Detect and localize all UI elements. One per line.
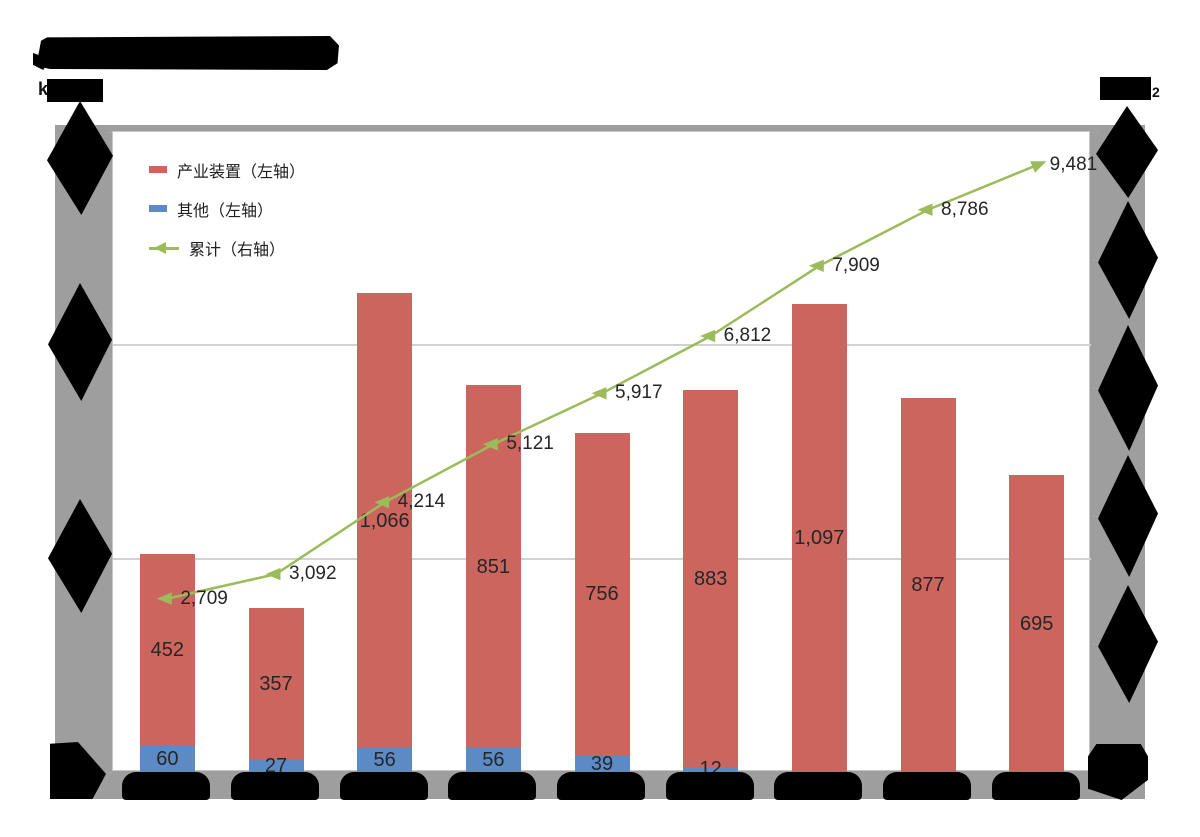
line-marker-icon	[808, 259, 824, 272]
legend-item-industrial: 产业装置（左轴）	[149, 150, 305, 189]
bar-value-label-other: 56	[482, 749, 505, 772]
x-axis-label-redaction	[339, 772, 428, 800]
legend-label-other: 其他（左轴）	[177, 202, 274, 220]
line-marker-icon	[700, 329, 716, 343]
legend-item-other: 其他（左轴）	[149, 189, 305, 228]
line-value-label: 4,214	[397, 491, 446, 513]
bar-value-label-industrial: 756	[585, 583, 619, 606]
bar-segment-industrial	[1009, 475, 1065, 772]
bar-value-label-other: 60	[156, 748, 179, 771]
x-axis-label-redaction	[122, 772, 211, 800]
bar-segment-industrial	[357, 293, 413, 749]
axis-tick	[106, 345, 112, 347]
bar-value-label-other: 27	[264, 755, 288, 778]
x-axis-label-redaction	[448, 772, 537, 800]
axis-tick	[1092, 260, 1098, 261]
cumulative-line	[156, 161, 1047, 605]
bar-value-label-industrial: 695	[1019, 612, 1054, 635]
line-marker-icon	[156, 592, 172, 605]
chart-title-redaction	[38, 36, 339, 70]
line-value-label: 2,709	[180, 587, 228, 609]
bar-segment-other	[248, 760, 304, 772]
x-axis-label-redaction	[557, 772, 645, 800]
x-axis-label-redaction	[665, 772, 754, 800]
bar-value-label-industrial: 357	[259, 673, 293, 696]
x-axis-label-redaction	[883, 772, 971, 800]
legend-label-industrial: 产业装置（左轴）	[177, 163, 306, 181]
line-value-label: 5,121	[506, 433, 554, 455]
legend-triangle-icon	[154, 241, 166, 254]
line-value-label: 5,917	[615, 382, 663, 404]
line-marker-icon	[1030, 161, 1047, 173]
bar-segment-other	[683, 766, 739, 772]
axis-tick	[1092, 132, 1098, 133]
bar-segment-other	[139, 746, 195, 772]
bar-value-label-other: 56	[373, 749, 396, 772]
axis-tick	[106, 772, 112, 773]
right-axis-unit-redaction	[1100, 77, 1151, 100]
x-axis-label-redaction	[991, 772, 1080, 800]
bar-segment-industrial	[248, 608, 304, 761]
axis-tick	[1092, 644, 1098, 645]
left-axis-unit-label: k	[38, 79, 49, 99]
line-value-label: 3,092	[289, 563, 337, 585]
legend: 产业装置（左轴） 其他（左轴） 累计（右轴）	[149, 150, 305, 267]
bar-value-label-industrial: 1,097	[794, 526, 845, 549]
legend-swatch-other-icon	[149, 205, 167, 212]
legend-line-arrow-icon	[149, 241, 179, 254]
bar-segment-industrial	[791, 303, 847, 772]
legend-item-cumulative: 累计（右轴）	[149, 228, 305, 267]
bar-segment-other	[357, 748, 413, 772]
legend-swatch-industrial-icon	[149, 166, 167, 173]
line-marker-icon	[265, 567, 281, 581]
bar-value-label-industrial: 1,066	[359, 509, 410, 532]
plot-area: 452 60 357 27 1,066 56 851 56 756 39 883 12 1,097 877…	[106, 131, 1098, 780]
line-marker-icon	[591, 387, 607, 400]
bar-segment-industrial	[574, 432, 630, 756]
line-value-label: 9,481	[1049, 154, 1098, 176]
line-marker-icon	[374, 496, 390, 509]
line-marker-icon	[482, 438, 498, 451]
bar-value-label-industrial: 851	[476, 555, 511, 578]
bar-segment-industrial	[139, 553, 195, 747]
bar-segment-other	[574, 755, 630, 772]
bar-segment-industrial	[683, 390, 739, 767]
bar-segment-industrial	[900, 397, 956, 772]
bar-value-label-industrial: 883	[693, 567, 728, 590]
line-value-label: 7,909	[832, 254, 880, 276]
legend-label-cumulative: 累计（右轴）	[189, 241, 286, 259]
x-axis-label-redaction	[774, 772, 863, 800]
left-axis-unit-redaction	[47, 79, 103, 102]
bar-value-label-industrial: 877	[911, 573, 945, 596]
axis-tick	[1092, 388, 1098, 389]
combo-chart: 452 60 357 27 1,066 56 851 56 756 39 883 12 1,097 877…	[55, 125, 1145, 799]
x-axis-label-redaction	[231, 772, 319, 800]
line-marker-icon	[917, 203, 933, 216]
right-axis-unit-label-subscript: 2	[1152, 84, 1160, 100]
axis-tick	[106, 132, 112, 133]
line-value-label: 6,812	[723, 325, 772, 347]
gridline	[113, 344, 1091, 347]
bar-value-label-industrial: 452	[150, 638, 185, 661]
axis-tick	[1092, 516, 1098, 517]
bar-segment-other	[465, 748, 521, 772]
bar-value-label-other: 39	[590, 752, 614, 775]
line-value-label: 8,786	[941, 198, 989, 220]
